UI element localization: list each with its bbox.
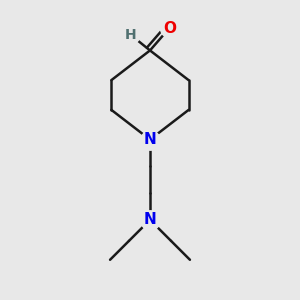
Text: O: O [163,21,176,36]
Text: H: H [125,28,136,42]
Text: N: N [144,212,156,227]
Text: N: N [144,132,156,147]
